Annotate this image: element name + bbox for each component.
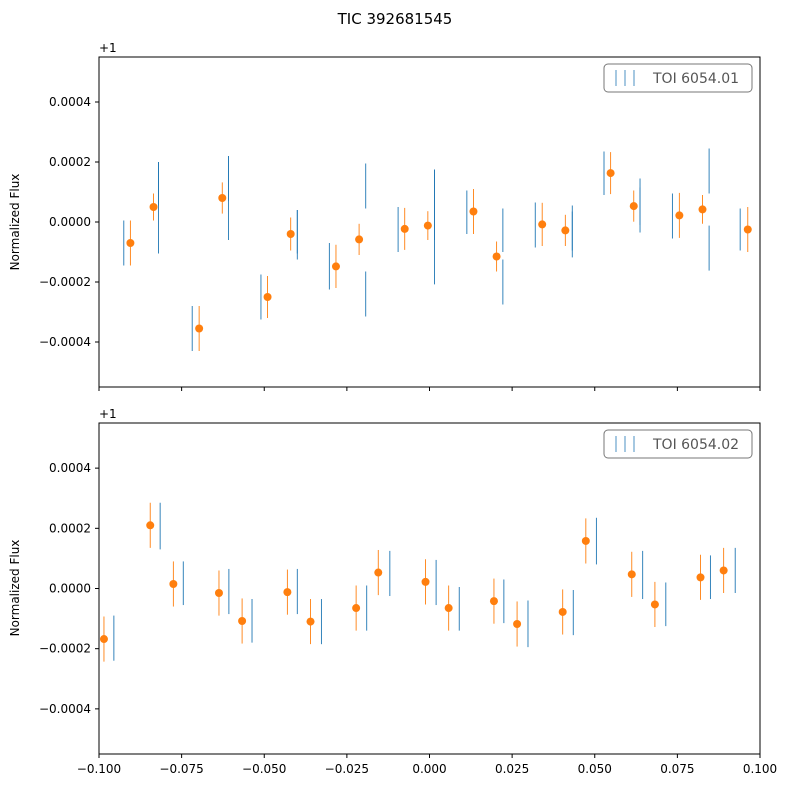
y-tick-label: 0.0004 [49, 95, 91, 109]
binned-point [126, 239, 135, 247]
binned-point [627, 570, 636, 579]
legend-label: TOI 6054.01 [652, 71, 739, 87]
y-tick-label: −0.0004 [39, 702, 91, 716]
y-tick-label: −0.0002 [39, 642, 91, 656]
binned-point [606, 169, 615, 178]
binned-point [306, 617, 315, 626]
x-tick-label: −0.075 [159, 762, 203, 776]
y-ticks: −0.0004 −0.0002 0.0000 0.0002 0.0004 [39, 461, 99, 716]
y-offset-label: +1 [99, 41, 117, 55]
y-tick-label: −0.0004 [39, 335, 91, 349]
y-tick-label: −0.0002 [39, 275, 91, 289]
binned-point [538, 220, 547, 229]
binned-point [492, 252, 501, 261]
y-tick-label: 0.0002 [49, 521, 91, 535]
x-ticks: −0.100 −0.075 −0.050 −0.025 0.000 0.025 0.050 0… [77, 754, 777, 776]
y-tick-label: 0.0000 [49, 582, 91, 596]
binned-point [169, 579, 178, 588]
binned-point [743, 225, 752, 234]
x-tick-label: −0.100 [77, 762, 121, 776]
figure-title: TIC 392681545 [337, 10, 453, 28]
data-marks [123, 148, 752, 351]
x-tick-label: 0.075 [660, 762, 694, 776]
y-axis-label: Normalized Flux [8, 174, 22, 271]
binned-point [696, 573, 705, 582]
binned-point [374, 568, 383, 577]
binned-point [99, 635, 108, 644]
y-tick-label: 0.0002 [49, 155, 91, 169]
binned-point [469, 207, 478, 216]
binned-point [286, 230, 295, 238]
legend: TOI 6054.02 [603, 429, 753, 459]
binned-point [444, 604, 453, 613]
binned-point [331, 262, 340, 271]
x-tick-label: −0.050 [242, 762, 286, 776]
binned-point [698, 205, 707, 214]
x-tick-label: 0.050 [578, 762, 612, 776]
binned-point [719, 566, 728, 575]
binned-point [352, 604, 361, 613]
y-offset-label: +1 [99, 407, 117, 421]
legend-box [603, 63, 753, 93]
legend-label: TOI 6054.02 [652, 437, 739, 453]
legend: TOI 6054.01 [603, 63, 753, 93]
data-marks [99, 502, 736, 662]
binned-point [214, 589, 223, 598]
x-ticks [98, 387, 761, 391]
binned-point [561, 226, 570, 235]
binned-point [400, 224, 409, 233]
binned-point [581, 536, 590, 545]
x-tick-label: 0.100 [743, 762, 777, 776]
binned-point [238, 616, 247, 625]
panel-toi-6054-01: +1 Normalized Flux −0.0004 −0.0002 0.0000 0… [8, 41, 761, 391]
binned-point [218, 194, 227, 202]
binned-point [355, 235, 364, 244]
binned-point [146, 521, 155, 530]
x-tick-label: 0.025 [495, 762, 529, 776]
binned-point [489, 597, 498, 606]
binned-point [423, 221, 432, 230]
binned-point [283, 588, 292, 597]
binned-point [421, 577, 430, 586]
y-tick-label: 0.0004 [49, 461, 91, 475]
legend-box [603, 429, 753, 459]
binned-point [629, 202, 638, 211]
binned-point [149, 203, 158, 211]
binned-point [513, 620, 522, 629]
y-axis-label: Normalized Flux [8, 540, 22, 637]
binned-point [195, 324, 204, 333]
y-tick-label: 0.0000 [49, 215, 91, 229]
binned-point [650, 600, 659, 609]
binned-point [263, 293, 272, 301]
x-tick-label: 0.000 [412, 762, 446, 776]
binned-point [558, 607, 567, 616]
plot-frame [98, 422, 761, 755]
y-ticks: −0.0004 −0.0002 0.0000 0.0002 0.0004 [39, 95, 99, 349]
binned-point [675, 211, 684, 220]
panel-toi-6054-02: +1 Normalized Flux −0.0004 −0.0002 0.0000 0… [8, 407, 777, 776]
x-tick-label: −0.025 [325, 762, 369, 776]
